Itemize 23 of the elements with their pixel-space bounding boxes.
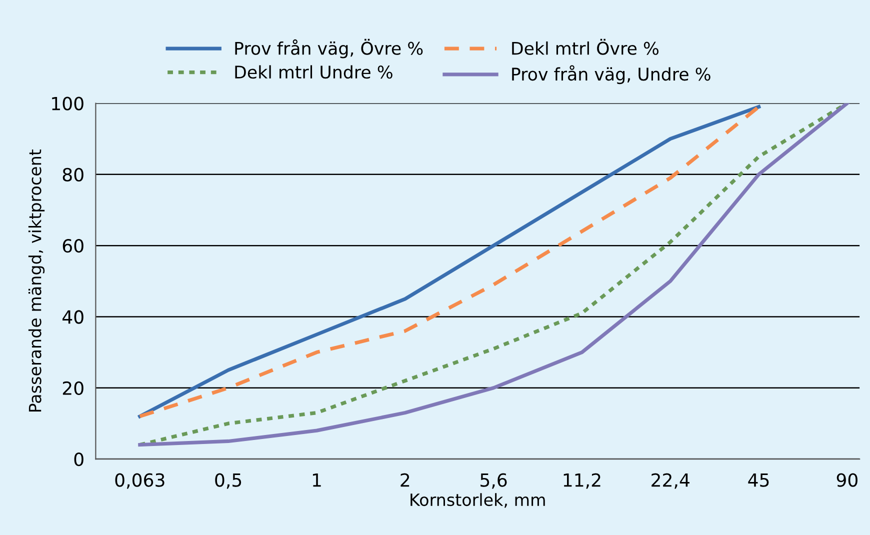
y-tick-label: 80 xyxy=(62,168,84,182)
x-tick-label: 0,063 xyxy=(115,473,164,489)
x-tick-label: 0,5 xyxy=(215,473,242,489)
line-series xyxy=(138,103,849,447)
legend-label: Dekl mtrl Undre % xyxy=(235,65,392,79)
x-tick-label: 22,4 xyxy=(652,473,690,489)
y-tick-label: 0 xyxy=(74,452,84,466)
x-tick-label: 5,6 xyxy=(480,473,507,489)
x-tick-label: 45 xyxy=(748,473,769,487)
x-tick-label: 2 xyxy=(400,473,410,487)
line-series xyxy=(138,105,761,418)
y-tick-label: 40 xyxy=(62,310,84,324)
x-tick-label: 1 xyxy=(312,473,321,487)
y-tick-label: 60 xyxy=(62,239,84,253)
legend-label: Dekl mtrl Övre % xyxy=(512,38,658,55)
legend-label: Prov från väg, Undre % xyxy=(512,65,710,84)
x-tick-label: 90 xyxy=(836,473,858,487)
y-tick-label: 100 xyxy=(52,96,84,110)
y-axis-title: Passerande mängd, viktprocent xyxy=(28,149,45,412)
x-tick-label: 11,2 xyxy=(564,473,600,489)
y-tick-label: 20 xyxy=(62,381,84,395)
x-axis-title: Kornstorlek, mm xyxy=(410,493,545,508)
legend-label: Prov från väg, Övre % xyxy=(235,38,423,58)
